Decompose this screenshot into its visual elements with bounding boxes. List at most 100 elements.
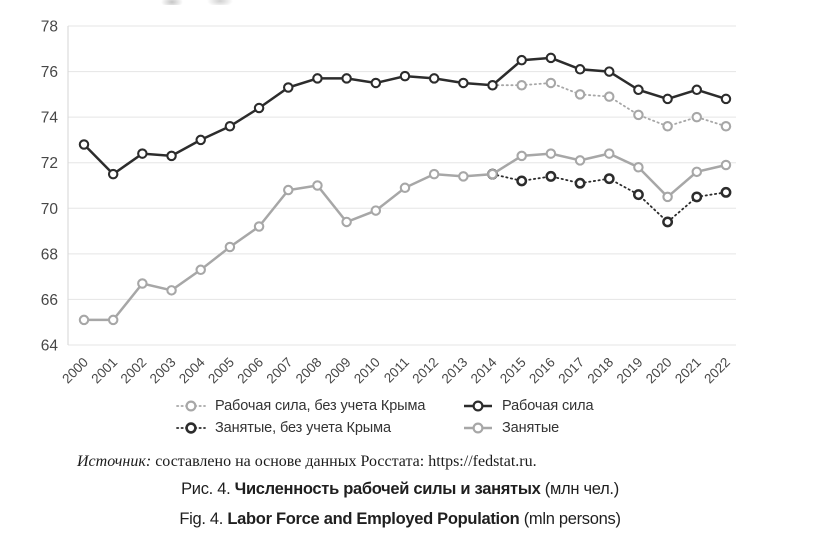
y-axis-tick-label: 70 bbox=[41, 201, 59, 218]
data-point-marker bbox=[633, 84, 644, 96]
data-point-marker bbox=[370, 77, 382, 89]
x-axis-tick-label: 2018 bbox=[585, 355, 617, 387]
legend-item-1: Рабочая сила bbox=[463, 395, 594, 417]
x-axis-tick-label: 2021 bbox=[672, 355, 704, 387]
caption-en-suffix: (mln persons) bbox=[519, 510, 621, 528]
x-axis-tick-label: 2010 bbox=[351, 355, 383, 387]
data-point-marker bbox=[107, 314, 119, 326]
data-point-marker bbox=[545, 148, 557, 159]
caption-ru-title: Численность рабочей силы и занятых bbox=[234, 480, 541, 498]
y-axis-tick-label: 78 bbox=[41, 19, 58, 36]
legend-item-0: Рабочая сила, без учета Крыма bbox=[176, 395, 463, 417]
x-axis-tick-label: 2000 bbox=[59, 355, 91, 387]
caption-en-title: Labor Force and Employed Population bbox=[227, 510, 520, 528]
data-point-marker bbox=[516, 175, 528, 187]
solid-line-marker-icon bbox=[464, 422, 492, 434]
series-line-2 bbox=[84, 152, 727, 322]
x-axis-tick-label: 2022 bbox=[701, 355, 733, 387]
data-point-marker bbox=[633, 109, 644, 121]
data-point-marker bbox=[487, 168, 498, 180]
legend-item-label: Занятые bbox=[502, 420, 560, 436]
x-axis-tick-label: 2013 bbox=[439, 355, 471, 387]
solid-line-marker-icon bbox=[464, 400, 492, 412]
data-point-marker bbox=[195, 134, 206, 146]
data-point-marker bbox=[399, 70, 411, 82]
data-point-marker bbox=[516, 54, 527, 66]
x-axis-tick-label: 2003 bbox=[147, 355, 179, 387]
data-point-marker bbox=[428, 73, 440, 84]
data-point-marker bbox=[662, 216, 674, 228]
data-point-marker bbox=[516, 150, 527, 162]
data-point-marker bbox=[662, 121, 673, 132]
data-point-marker bbox=[78, 139, 90, 150]
x-axis-tick-label: 2015 bbox=[497, 355, 529, 387]
data-point-marker bbox=[341, 216, 352, 228]
data-point-marker bbox=[720, 121, 732, 132]
data-point-marker bbox=[574, 64, 586, 75]
x-axis-tick-label: 2002 bbox=[118, 355, 150, 387]
data-point-marker bbox=[603, 66, 615, 77]
data-point-marker bbox=[312, 180, 323, 191]
data-point-marker bbox=[487, 79, 498, 91]
x-axis-tick-label: 2017 bbox=[555, 355, 587, 387]
legend-item-label: Рабочая сила bbox=[502, 398, 594, 414]
page-crop-artifact bbox=[155, 0, 241, 5]
dotted-line-marker-icon bbox=[176, 400, 206, 412]
data-point-marker bbox=[603, 91, 615, 102]
x-axis-tick-label: 2007 bbox=[264, 355, 296, 387]
data-point-marker bbox=[370, 205, 382, 216]
legend-item-label: Рабочая сила, без учета Крыма bbox=[215, 398, 426, 414]
data-point-marker bbox=[458, 171, 469, 182]
data-point-marker bbox=[574, 89, 586, 100]
data-point-marker bbox=[224, 241, 236, 253]
x-axis-tick-label: 2005 bbox=[205, 355, 237, 387]
data-point-marker bbox=[137, 278, 148, 289]
data-point-marker bbox=[691, 111, 703, 123]
data-point-marker bbox=[224, 121, 236, 132]
data-point-marker bbox=[341, 73, 352, 84]
data-point-marker bbox=[720, 186, 732, 198]
y-axis-tick-label: 68 bbox=[41, 246, 58, 263]
data-point-marker bbox=[516, 79, 527, 91]
y-axis-tick-label: 64 bbox=[41, 338, 59, 355]
legend-item-label: Занятые, без учета Крыма bbox=[215, 420, 391, 436]
data-point-marker bbox=[283, 184, 294, 196]
data-point-marker bbox=[253, 221, 265, 232]
y-axis-tick-label: 76 bbox=[41, 64, 58, 81]
x-axis-tick-label: 2004 bbox=[176, 354, 208, 386]
data-point-marker bbox=[662, 93, 673, 105]
figure-caption-ru: Рис. 4. Численность рабочей силы и занят… bbox=[0, 480, 800, 499]
x-axis-tick-label: 2011 bbox=[381, 355, 412, 386]
dotted-line-marker-icon bbox=[176, 422, 206, 434]
data-point-marker bbox=[691, 84, 703, 96]
source-note-label: Источник: bbox=[77, 453, 152, 470]
data-point-marker bbox=[166, 150, 177, 162]
data-point-marker bbox=[458, 77, 469, 89]
data-point-marker bbox=[545, 52, 557, 64]
caption-en-prefix: Fig. 4. bbox=[179, 510, 228, 528]
data-point-marker bbox=[603, 173, 615, 185]
data-point-marker bbox=[399, 182, 411, 194]
data-point-marker bbox=[253, 102, 265, 114]
y-axis-tick-label: 66 bbox=[41, 292, 58, 309]
y-axis-tick-label: 74 bbox=[41, 110, 59, 127]
source-note-text: составлено на основе данных Росстата: ht… bbox=[151, 453, 537, 470]
x-axis-tick-label: 2014 bbox=[468, 354, 500, 386]
x-axis-tick-label: 2009 bbox=[322, 355, 354, 387]
x-axis-tick-label: 2019 bbox=[614, 355, 646, 387]
data-point-marker bbox=[545, 77, 557, 89]
data-point-marker bbox=[720, 159, 732, 171]
data-point-marker bbox=[633, 162, 644, 173]
data-point-marker bbox=[137, 148, 148, 159]
data-point-marker bbox=[632, 189, 644, 201]
data-point-marker bbox=[195, 264, 206, 276]
data-point-marker bbox=[166, 285, 177, 296]
data-point-marker bbox=[107, 168, 119, 180]
x-axis-tick-label: 2001 bbox=[88, 355, 120, 387]
y-axis-tick-label: 72 bbox=[41, 155, 58, 172]
x-axis-tick-label: 2020 bbox=[643, 355, 675, 387]
line-chart-svg: 78 76 74 72 70 68 66 64200020012002200320042005… bbox=[41, 19, 736, 387]
data-point-marker bbox=[283, 82, 294, 93]
data-point-marker bbox=[545, 170, 557, 182]
